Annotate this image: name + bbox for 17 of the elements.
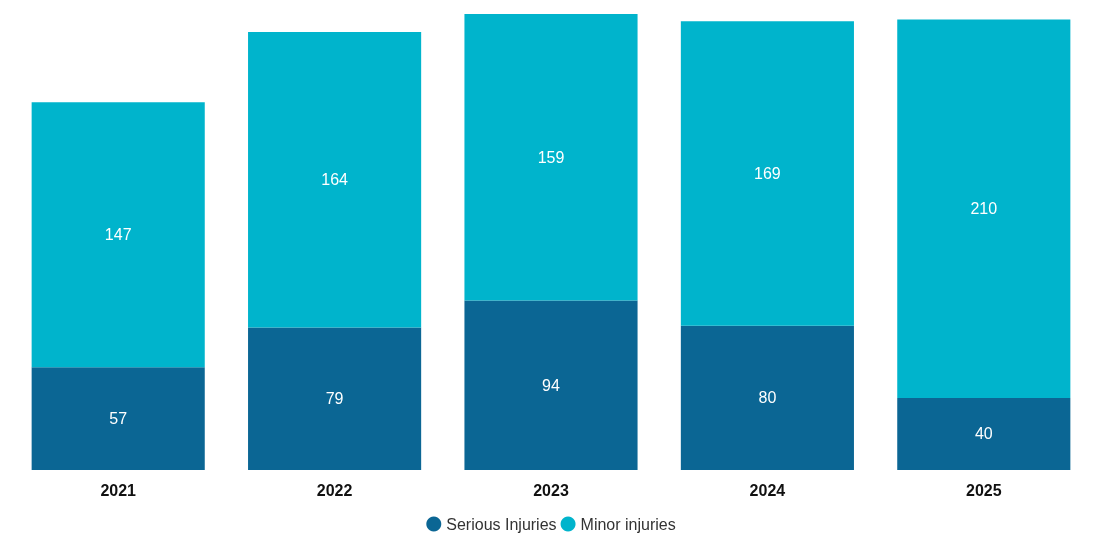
data-label: 210 — [970, 200, 998, 218]
x-tick-label: 2025 — [966, 481, 1002, 499]
data-label: 94 — [542, 376, 560, 394]
data-label: 57 — [109, 410, 128, 428]
data-label: 79 — [325, 390, 344, 408]
x-tick-label: 2022 — [316, 481, 353, 499]
data-label: 80 — [758, 389, 777, 407]
data-label: 169 — [754, 165, 781, 183]
data-label: 147 — [104, 226, 132, 244]
x-tick-label: 2023 — [533, 481, 569, 499]
x-tick-label: 2021 — [100, 481, 137, 499]
legend-label: Serious Injuries — [446, 515, 557, 533]
legend-label: Minor injuries — [580, 515, 676, 533]
data-label: 159 — [537, 148, 565, 166]
data-label: 164 — [321, 171, 349, 189]
data-label: 40 — [974, 425, 993, 443]
x-tick-label: 2024 — [749, 481, 786, 499]
